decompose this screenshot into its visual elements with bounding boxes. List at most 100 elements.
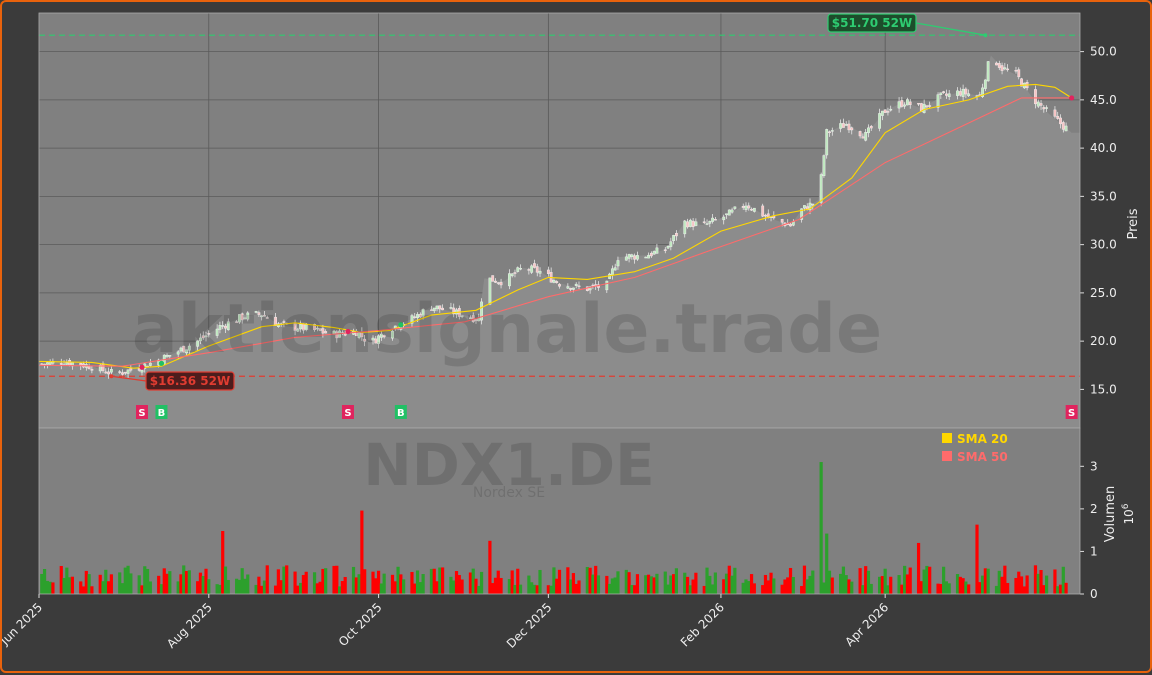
candle-body bbox=[474, 319, 478, 321]
volume-bar bbox=[101, 581, 105, 594]
candle-body bbox=[880, 110, 884, 116]
candle-body bbox=[928, 105, 932, 107]
candle-body bbox=[1056, 115, 1060, 119]
volume-bar bbox=[48, 581, 52, 594]
volume-bar bbox=[705, 567, 709, 594]
candle-body bbox=[886, 111, 890, 113]
candle-body bbox=[705, 223, 709, 225]
candle-body bbox=[939, 92, 943, 95]
candle-body bbox=[238, 314, 241, 323]
volume-bar bbox=[1017, 571, 1021, 594]
candle-body bbox=[741, 206, 745, 208]
volume-bar bbox=[688, 585, 692, 594]
volume-bar bbox=[246, 574, 250, 594]
volume-bar bbox=[574, 583, 578, 594]
volume-bar bbox=[1044, 575, 1049, 594]
volume-bar bbox=[672, 574, 676, 594]
signal-marker bbox=[345, 328, 351, 335]
volume-bar bbox=[218, 584, 222, 594]
volume-bar bbox=[84, 570, 88, 594]
candle-body bbox=[558, 284, 561, 287]
candle-body bbox=[830, 130, 834, 132]
candle-body bbox=[730, 209, 734, 213]
candle-body bbox=[59, 363, 63, 365]
candle-body bbox=[379, 333, 383, 338]
volume-bar bbox=[791, 576, 795, 594]
volume-bar bbox=[62, 577, 66, 594]
candle-body bbox=[1034, 89, 1037, 105]
candle-body bbox=[711, 217, 714, 222]
candle-body bbox=[480, 301, 483, 321]
volume-bar bbox=[691, 579, 695, 594]
volume-bar bbox=[318, 581, 322, 594]
candle-body bbox=[140, 370, 144, 373]
candle-body bbox=[109, 369, 113, 373]
volume-bar bbox=[65, 567, 69, 594]
volume-bar bbox=[106, 581, 111, 594]
candle-body bbox=[335, 331, 339, 339]
candle-body bbox=[669, 241, 673, 247]
candle-body bbox=[40, 363, 44, 365]
volume-bar bbox=[402, 579, 406, 594]
volume-bar bbox=[841, 566, 846, 594]
volume-bar bbox=[577, 580, 581, 594]
volume-bar bbox=[571, 573, 576, 594]
volume-bar bbox=[198, 572, 203, 594]
volume-bar bbox=[513, 584, 517, 594]
x-tick-label: Apr 2026 bbox=[842, 600, 891, 649]
volume-bar bbox=[569, 579, 573, 594]
volume-bar bbox=[240, 568, 244, 594]
volume-bar bbox=[279, 580, 283, 594]
candle-body bbox=[449, 307, 453, 309]
volume-bar bbox=[454, 571, 459, 594]
candle-body bbox=[908, 101, 912, 105]
candle-body bbox=[1000, 65, 1004, 71]
low-52w-annotation-arrow bbox=[111, 375, 147, 382]
candle-body bbox=[903, 104, 907, 107]
candle-body bbox=[221, 325, 225, 327]
candle-body bbox=[761, 205, 765, 217]
signal-box bbox=[394, 405, 407, 419]
candle-body bbox=[1061, 122, 1065, 130]
candle-body bbox=[226, 321, 230, 331]
candle-body bbox=[961, 88, 965, 97]
volume-bar bbox=[685, 576, 690, 594]
volume-bar bbox=[1000, 576, 1004, 594]
candle-body bbox=[922, 103, 926, 113]
candle-body bbox=[1045, 107, 1048, 109]
volume-bar bbox=[243, 578, 247, 594]
candle-body bbox=[421, 309, 425, 317]
volume-bar bbox=[916, 542, 921, 594]
candle-body bbox=[218, 325, 222, 330]
candle-body bbox=[750, 209, 753, 211]
volume-bar bbox=[666, 584, 670, 594]
candle-body bbox=[789, 223, 792, 227]
volume-unit-label: 106 bbox=[1121, 503, 1136, 524]
legend-swatch-sma20 bbox=[942, 433, 952, 443]
volume-bar bbox=[663, 571, 667, 594]
volume-bar bbox=[978, 582, 982, 594]
candle-body bbox=[243, 317, 247, 319]
volume-bar bbox=[479, 571, 484, 594]
volume-bar bbox=[98, 574, 102, 594]
x-tick-label: Dec 2025 bbox=[504, 600, 555, 651]
candle-body bbox=[299, 324, 303, 330]
candle-body bbox=[752, 207, 756, 212]
volume-bar bbox=[783, 579, 787, 594]
volume-bar bbox=[880, 576, 884, 594]
volume-bar bbox=[126, 565, 130, 594]
candle-body bbox=[672, 235, 676, 241]
volume-bar bbox=[371, 571, 375, 594]
volume-bar bbox=[811, 570, 815, 594]
candle-body bbox=[435, 305, 439, 310]
candle-body bbox=[828, 131, 831, 133]
price-tick-label: 35.0 bbox=[1090, 189, 1117, 203]
volume-bar bbox=[847, 579, 851, 594]
volume-bar bbox=[488, 540, 492, 594]
volume-bar bbox=[90, 586, 94, 594]
candle-body bbox=[624, 256, 628, 261]
candle-body bbox=[418, 314, 422, 318]
volume-bar bbox=[805, 579, 809, 594]
candle-body bbox=[118, 371, 122, 373]
signal-sell: S bbox=[1065, 405, 1078, 419]
